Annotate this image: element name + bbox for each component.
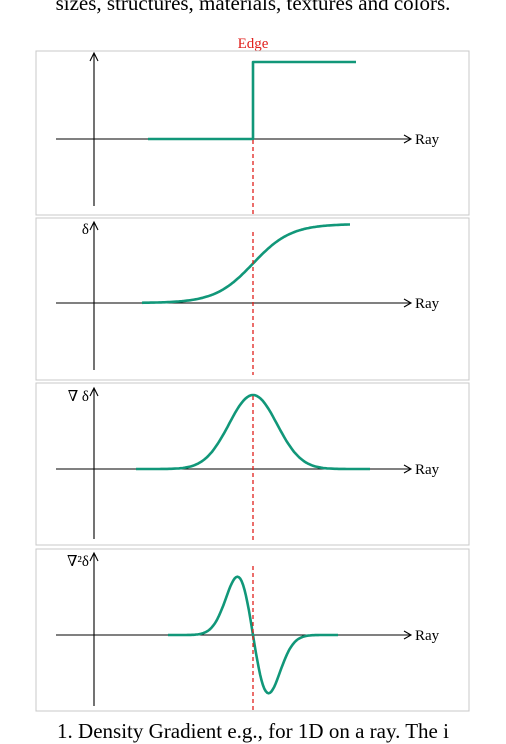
caption-text: 1. Density Gradient e.g., for 1D on a ra… xyxy=(57,719,449,743)
x-axis-label: Ray xyxy=(415,296,440,312)
x-axis-label: Ray xyxy=(415,132,440,148)
panel-step: Ray xyxy=(35,50,470,216)
y-axis-label: ∇ δ xyxy=(68,389,89,405)
y-axis-arrow-icon xyxy=(89,551,99,562)
step-curve xyxy=(148,60,356,141)
x-axis-arrow-icon xyxy=(403,464,413,474)
panel-frame xyxy=(35,382,470,546)
gradient-curve xyxy=(136,393,370,471)
x-axis-arrow-icon xyxy=(403,298,413,308)
x-axis-label: Ray xyxy=(415,462,440,478)
second-derivative-curve xyxy=(168,575,338,695)
y-axis-arrow-icon xyxy=(89,386,99,397)
header-text: sizes, structures, materials, textures a… xyxy=(55,0,451,15)
x-axis-label: Ray xyxy=(415,628,440,644)
panel-gradient: Ray ∇ δ xyxy=(35,382,470,546)
y-axis-label: δ xyxy=(82,222,89,238)
y-axis-arrow-icon xyxy=(89,51,99,62)
y-axis-arrow-icon xyxy=(89,220,99,231)
x-axis-arrow-icon xyxy=(403,134,413,144)
density-curve xyxy=(141,223,350,305)
x-axis-arrow-icon xyxy=(403,630,413,640)
y-axis-label: ∇²δ xyxy=(67,554,89,570)
edge-label: Edge xyxy=(238,36,269,52)
